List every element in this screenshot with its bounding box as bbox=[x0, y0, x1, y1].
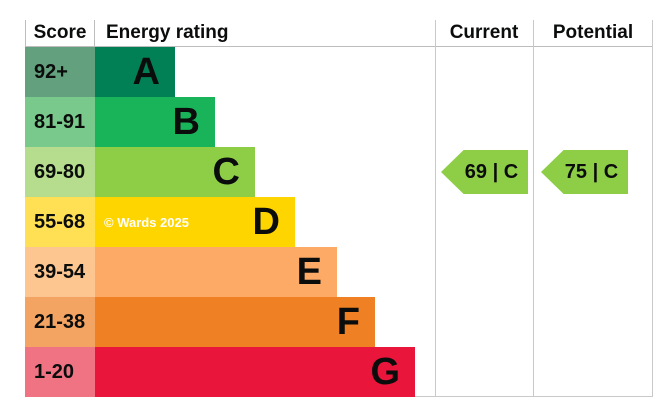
band-bar-a: A bbox=[95, 47, 175, 97]
band-row-b: 81-91 B bbox=[25, 97, 415, 147]
band-row-e: 39-54 E bbox=[25, 247, 415, 297]
table-header: Score Energy rating Current Potential bbox=[25, 20, 653, 47]
header-potential: Potential bbox=[552, 22, 634, 43]
table-right-border bbox=[652, 20, 653, 397]
band-bar-e: E bbox=[95, 247, 337, 297]
header-current: Current bbox=[449, 22, 519, 43]
band-bar-d: D bbox=[95, 197, 295, 247]
score-range-g: 1-20 bbox=[25, 347, 95, 397]
band-bar-f: F bbox=[95, 297, 375, 347]
column-divider-current-left bbox=[435, 20, 436, 397]
current-rating-arrow: 69 | C bbox=[441, 150, 528, 194]
band-bar-g: G bbox=[95, 347, 415, 397]
score-range-d: 55-68 bbox=[25, 197, 95, 247]
band-row-f: 21-38 F bbox=[25, 297, 415, 347]
band-row-g: 1-20 G bbox=[25, 347, 415, 397]
score-range-f: 21-38 bbox=[25, 297, 95, 347]
band-row-c: 69-80 C bbox=[25, 147, 415, 197]
band-row-a: 92+ A bbox=[25, 47, 415, 97]
score-range-b: 81-91 bbox=[25, 97, 95, 147]
band-bar-c: C bbox=[95, 147, 255, 197]
header-score: Score bbox=[25, 20, 95, 46]
score-range-e: 39-54 bbox=[25, 247, 95, 297]
copyright-watermark: © Wards 2025 bbox=[104, 215, 189, 230]
potential-rating-arrow: 75 | C bbox=[541, 150, 628, 194]
column-divider-potential-left bbox=[533, 20, 534, 397]
band-rows: 92+ A 81-91 B 69-80 C 55-68 D 39-54 E 21-38 F 1-20 G bbox=[25, 47, 415, 397]
band-row-d: 55-68 D bbox=[25, 197, 415, 247]
score-range-a: 92+ bbox=[25, 47, 95, 97]
score-range-c: 69-80 bbox=[25, 147, 95, 197]
band-bar-b: B bbox=[95, 97, 215, 147]
header-energy-rating: Energy rating bbox=[106, 22, 229, 43]
